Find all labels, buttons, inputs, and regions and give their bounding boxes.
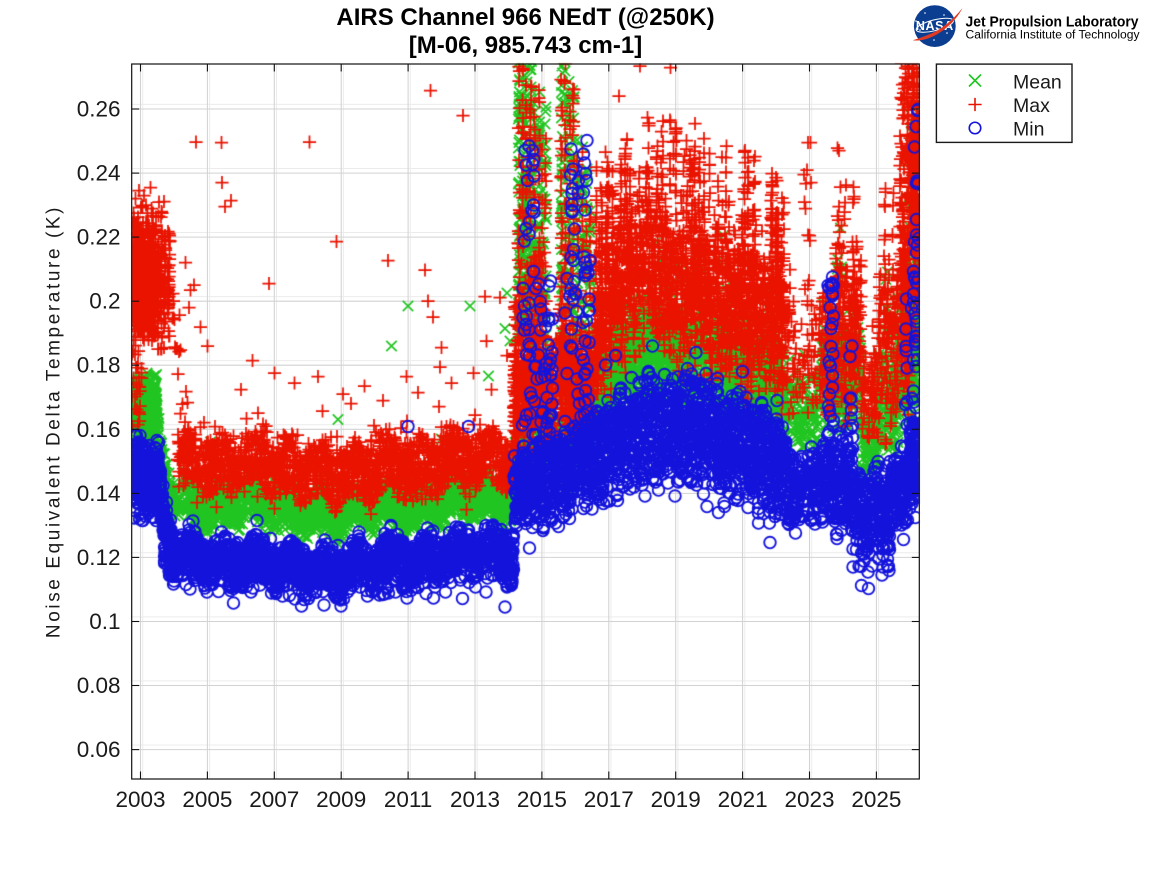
- svg-text:0.16: 0.16: [77, 417, 121, 442]
- svg-text:2017: 2017: [584, 787, 634, 812]
- svg-text:2009: 2009: [316, 787, 366, 812]
- svg-text:2021: 2021: [718, 787, 768, 812]
- svg-text:0.06: 0.06: [77, 737, 121, 762]
- svg-text:Noise Equivalent Delta Tempera: Noise Equivalent Delta Temperature (K): [44, 205, 65, 638]
- svg-text:2025: 2025: [851, 787, 901, 812]
- svg-text:0.2: 0.2: [89, 289, 120, 314]
- svg-text:[M-06, 985.743 cm-1]: [M-06, 985.743 cm-1]: [409, 32, 642, 59]
- svg-text:0.18: 0.18: [77, 353, 121, 378]
- svg-text:Max: Max: [1013, 95, 1050, 117]
- svg-text:AIRS Channel 966 NEdT (@250K): AIRS Channel 966 NEdT (@250K): [336, 4, 714, 31]
- svg-text:2015: 2015: [517, 787, 567, 812]
- svg-text:2007: 2007: [249, 787, 299, 812]
- svg-text:0.08: 0.08: [77, 673, 121, 698]
- svg-text:2003: 2003: [115, 787, 165, 812]
- svg-text:2013: 2013: [450, 787, 500, 812]
- svg-text:0.12: 0.12: [77, 545, 121, 570]
- svg-text:2005: 2005: [182, 787, 232, 812]
- svg-text:Min: Min: [1013, 119, 1044, 141]
- svg-text:2011: 2011: [384, 787, 432, 812]
- svg-text:Mean: Mean: [1013, 72, 1062, 94]
- svg-text:0.26: 0.26: [77, 97, 121, 122]
- svg-text:0.1: 0.1: [89, 609, 120, 634]
- svg-text:2023: 2023: [784, 787, 834, 812]
- svg-text:2019: 2019: [651, 787, 701, 812]
- svg-text:0.14: 0.14: [77, 481, 121, 506]
- svg-text:0.24: 0.24: [77, 161, 121, 186]
- svg-text:0.22: 0.22: [77, 225, 121, 250]
- svg-text:California Institute of Techno: California Institute of Technology: [966, 29, 1140, 41]
- svg-text:Jet Propulsion Laboratory: Jet Propulsion Laboratory: [966, 14, 1140, 31]
